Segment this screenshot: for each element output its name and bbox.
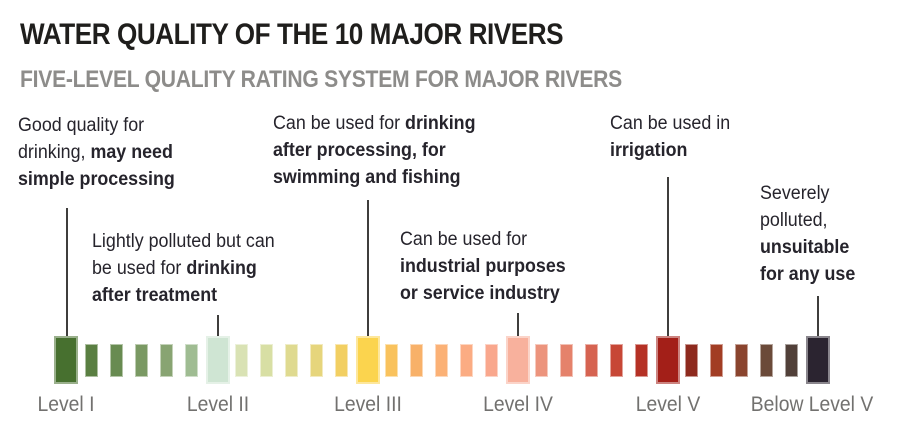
scale-tick bbox=[434, 344, 448, 377]
scale-swatch-below-level-v bbox=[806, 336, 830, 384]
scale-tick bbox=[284, 344, 298, 377]
annotation-level-4: Can be used for industrial purposes or ser… bbox=[400, 229, 566, 304]
scale-swatch-level-i bbox=[54, 336, 78, 384]
scale-tick bbox=[309, 344, 323, 377]
connector-line-level-2 bbox=[217, 315, 219, 340]
level-label-level-ii: Level II bbox=[186, 393, 250, 416]
scale-tick bbox=[609, 344, 623, 377]
annotation-level-3: Can be used for drinking after processing… bbox=[273, 113, 476, 188]
level-label-level-iii: Level III bbox=[334, 393, 402, 416]
scale-swatch-level-iv bbox=[506, 336, 530, 384]
level-label-level-v: Level V bbox=[635, 393, 701, 416]
scale-tick bbox=[684, 344, 698, 377]
scale-swatch-level-iii bbox=[356, 336, 380, 384]
scale-swatch-level-v bbox=[656, 336, 680, 384]
annotation-level-5: Can be used in irrigation bbox=[610, 113, 731, 161]
scale-tick bbox=[484, 344, 498, 377]
scale-tick bbox=[334, 344, 348, 377]
scale-tick bbox=[384, 344, 398, 377]
scale-tick bbox=[459, 344, 473, 377]
page-subtitle: FIVE-LEVEL QUALITY RATING SYSTEM FOR MAJ… bbox=[20, 66, 622, 93]
scale-swatch-level-ii bbox=[206, 336, 230, 384]
connector-line-level-3 bbox=[367, 200, 369, 340]
scale-tick bbox=[109, 344, 123, 377]
page-title: WATER QUALITY OF THE 10 MAJOR RIVERS bbox=[20, 18, 564, 51]
level-label-level-i: Level I bbox=[37, 393, 95, 416]
connector-line-level-1 bbox=[66, 208, 68, 340]
scale-tick bbox=[584, 344, 598, 377]
annotation-level-2: Lightly polluted but can be used for drin… bbox=[92, 231, 275, 306]
scale-tick bbox=[759, 344, 773, 377]
scale-tick bbox=[84, 344, 98, 377]
scale-tick bbox=[259, 344, 273, 377]
scale-tick bbox=[559, 344, 573, 377]
scale-tick bbox=[784, 344, 798, 377]
scale-tick bbox=[409, 344, 423, 377]
scale-tick bbox=[534, 344, 548, 377]
annotation-level-1: Good quality for drinking, may need simple… bbox=[18, 115, 175, 190]
connector-line-level-5 bbox=[667, 177, 669, 340]
scale-tick bbox=[634, 344, 648, 377]
scale-tick bbox=[709, 344, 723, 377]
level-label-below-level-v: Below Level V bbox=[750, 393, 874, 416]
level-label-level-iv: Level IV bbox=[483, 393, 553, 416]
scale-tick bbox=[134, 344, 148, 377]
scale-tick bbox=[159, 344, 173, 377]
connector-line-below-level-5 bbox=[817, 296, 819, 340]
scale-tick bbox=[734, 344, 748, 377]
connector-line-level-4 bbox=[517, 313, 519, 340]
scale-tick bbox=[234, 344, 248, 377]
scale-tick bbox=[184, 344, 198, 377]
annotation-below-level-5: Severely polluted, unsuitable for any use bbox=[760, 183, 856, 285]
